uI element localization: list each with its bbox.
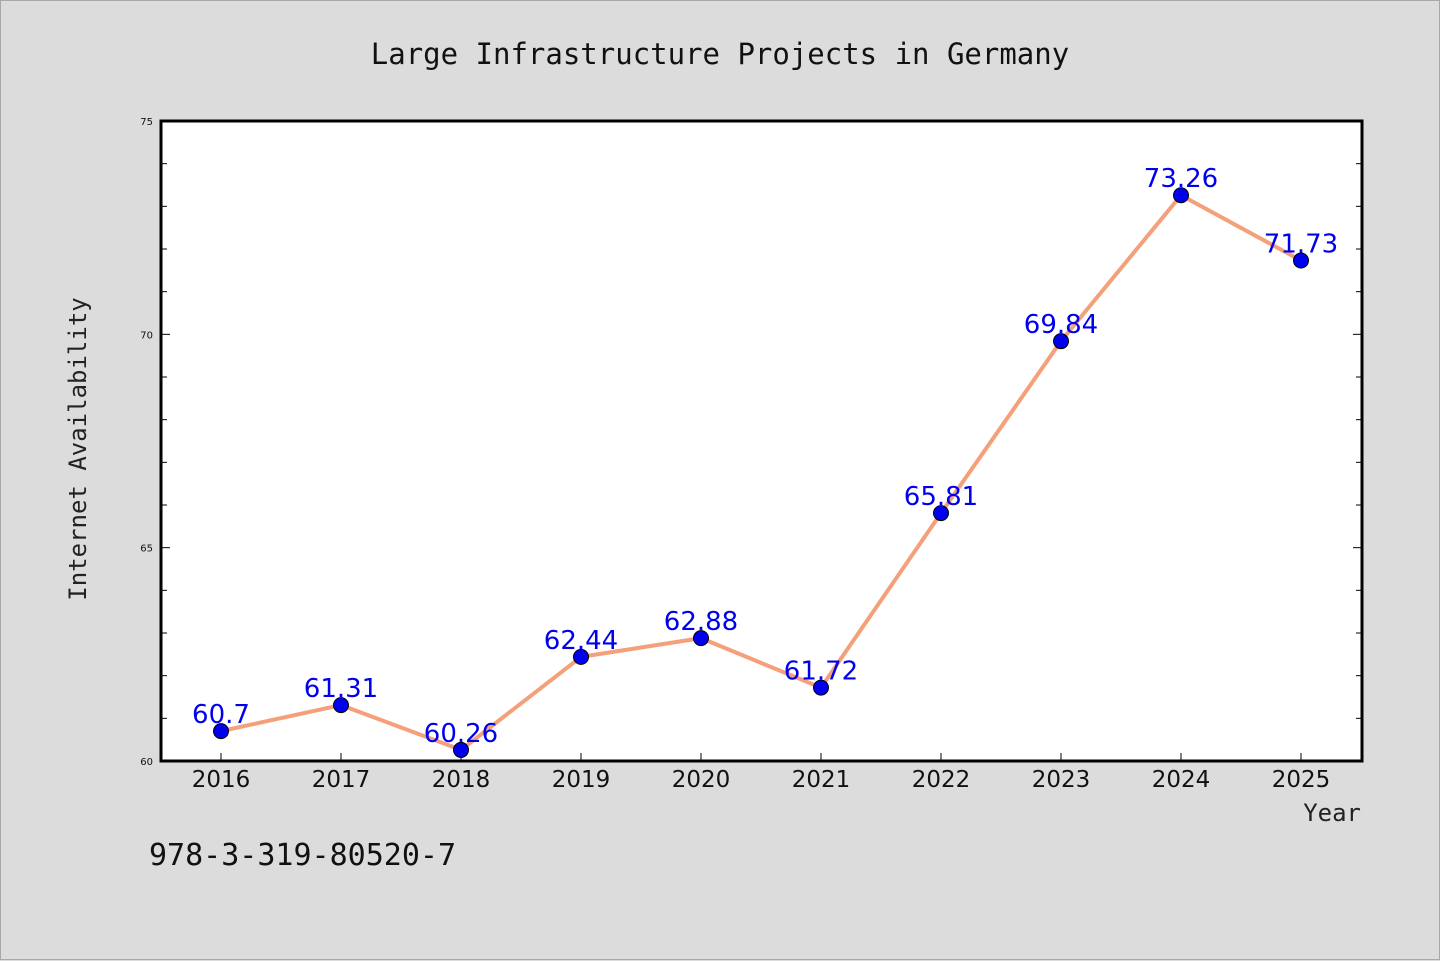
data-label: 60.26	[424, 719, 498, 749]
chart-title: Large Infrastructure Projects in Germany	[371, 37, 1069, 71]
plot-area	[159, 119, 1364, 763]
data-point	[693, 630, 709, 647]
data-label: 61.72	[784, 657, 858, 687]
x-tick-label: 2021	[792, 767, 851, 793]
data-point	[213, 723, 229, 740]
x-tick-label: 2016	[192, 767, 251, 793]
x-tick-label: 2017	[312, 767, 371, 793]
data-point	[453, 741, 469, 758]
data-label: 62.44	[544, 626, 618, 656]
x-tick-label: 2020	[672, 767, 731, 793]
series-line	[220, 193, 1302, 752]
data-label: 61.31	[304, 674, 378, 704]
x-tick-label: 2024	[1152, 767, 1211, 793]
series-line-group	[220, 193, 1302, 752]
y-tick-label: 65	[140, 544, 153, 555]
data-label: 60.7	[192, 700, 250, 730]
y-tick-label: 75	[140, 117, 153, 128]
data-point	[933, 505, 949, 522]
data-point	[1173, 187, 1189, 204]
data-point	[333, 697, 349, 714]
data-points	[213, 187, 1309, 758]
x-tick-label: 2022	[912, 767, 971, 793]
y-axis-title: Internet Availability	[64, 297, 92, 600]
x-tick-label: 2019	[552, 767, 611, 793]
x-tick-label: 2018	[432, 767, 491, 793]
data-point	[1053, 333, 1069, 350]
x-axis-title: Year	[1303, 799, 1361, 827]
data-labels: 60.7 61.31 60.26 62.44 62.88 61.72 65.81 69.84 7…	[192, 164, 1338, 749]
data-point	[813, 679, 829, 696]
data-label: 62.88	[664, 607, 738, 637]
data-label: 71.73	[1264, 230, 1338, 260]
data-label: 65.81	[904, 482, 978, 512]
data-label: 73.26	[1144, 164, 1218, 194]
data-point	[573, 648, 589, 665]
y-tick-label: 70	[140, 330, 153, 341]
footer-text: 978-3-319-80520-7	[149, 838, 456, 873]
data-label: 69.84	[1024, 310, 1098, 340]
x-axis: 2016 2017 2018 2019 2020 2021 2022 2023 2024 2025	[192, 753, 1331, 793]
x-tick-label: 2023	[1032, 767, 1091, 793]
data-point	[1293, 252, 1309, 269]
x-tick-label: 2025	[1272, 767, 1331, 793]
y-tick-label: 60	[140, 757, 153, 768]
y-axis: 60 65 70 75	[140, 117, 1362, 768]
